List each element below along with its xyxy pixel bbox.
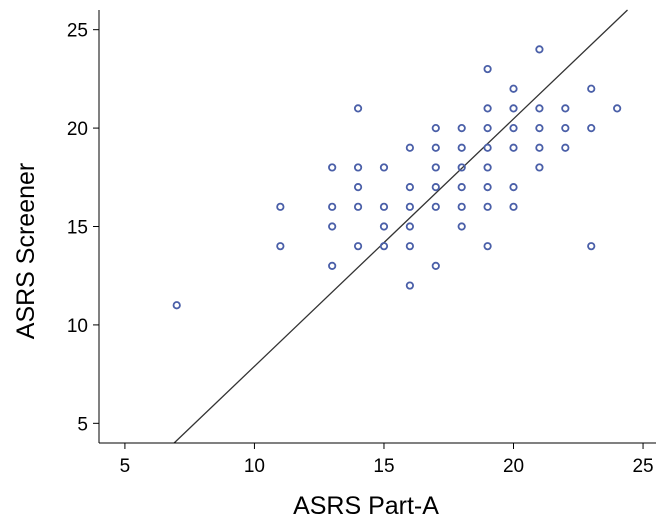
scatter-point <box>509 202 518 211</box>
scatter-point <box>535 45 544 54</box>
scatter-point <box>483 183 492 192</box>
scatter-point <box>431 183 440 192</box>
scatter-point <box>431 163 440 172</box>
scatter-point <box>561 143 570 152</box>
y-tick-label: 5 <box>77 414 88 435</box>
scatter-point <box>483 104 492 113</box>
scatter-point <box>431 202 440 211</box>
scatter-point <box>613 104 622 113</box>
scatter-point <box>379 222 389 231</box>
scatter-point <box>509 104 518 113</box>
x-tick-label: 15 <box>373 456 394 477</box>
plot-marks <box>172 9 628 444</box>
scatter-point <box>405 242 414 251</box>
x-tick-label: 20 <box>503 456 524 477</box>
scatter-point <box>483 163 492 172</box>
scatter-point <box>483 242 492 251</box>
scatter-point <box>379 242 389 251</box>
scatter-point <box>509 84 518 93</box>
scatter-point <box>431 143 440 152</box>
scatter-point <box>328 202 337 211</box>
axes <box>98 10 656 444</box>
scatter-point <box>405 143 414 152</box>
scatter-point <box>405 183 414 192</box>
scatter-point <box>379 202 389 211</box>
scatter-point <box>561 123 570 133</box>
x-axis-title: ASRS Part-A <box>293 492 439 520</box>
scatter-point <box>431 261 440 270</box>
scatter-point <box>353 242 363 251</box>
scatter-point <box>561 104 570 113</box>
scatter-point <box>457 183 466 192</box>
scatter-point <box>483 143 492 152</box>
scatter-point <box>457 123 466 133</box>
axis-ticks: 5 10 15 20 25 5 10 15 20 25 <box>67 21 654 477</box>
y-axis-title: ASRS Screener <box>12 163 40 339</box>
y-tick-label: 15 <box>67 218 88 239</box>
scatter-point <box>379 163 389 172</box>
scatter-point <box>328 163 337 172</box>
x-tick-label: 10 <box>244 456 265 477</box>
scatter-point <box>535 104 544 113</box>
scatter-point <box>457 202 466 211</box>
scatter-point <box>535 123 544 133</box>
scatter-point <box>276 242 285 251</box>
scatter-point <box>353 183 363 192</box>
scatter-point <box>353 202 363 211</box>
scatter-point <box>587 123 596 133</box>
scatter-point <box>328 261 337 270</box>
scatter-point <box>405 202 414 211</box>
scatter-point <box>535 163 544 172</box>
y-tick-label: 20 <box>67 119 88 140</box>
scatter-point <box>172 301 181 310</box>
scatter-point <box>328 222 337 231</box>
scatter-point <box>276 202 285 211</box>
scatter-point <box>587 242 596 251</box>
scatter-point <box>587 84 596 93</box>
scatter-point <box>509 123 518 133</box>
scatter-point <box>405 281 414 290</box>
scatter-point <box>353 104 363 113</box>
scatter-point <box>405 222 414 231</box>
scatter-point <box>457 163 466 172</box>
y-tick-label: 25 <box>67 21 88 42</box>
scatter-point <box>457 222 466 231</box>
scatter-point <box>509 183 518 192</box>
scatter-point <box>509 143 518 152</box>
x-tick-label: 5 <box>120 456 131 477</box>
x-tick-label: 25 <box>632 456 653 477</box>
scatter-point <box>483 64 492 74</box>
y-tick-label: 10 <box>67 316 88 337</box>
scatter-point <box>483 123 492 133</box>
scatter-point <box>431 123 440 133</box>
scatter-point <box>353 163 363 172</box>
scatter-point <box>457 143 466 152</box>
scatter-point <box>535 143 544 152</box>
scatter-point <box>483 202 492 211</box>
fit-line <box>173 9 628 444</box>
